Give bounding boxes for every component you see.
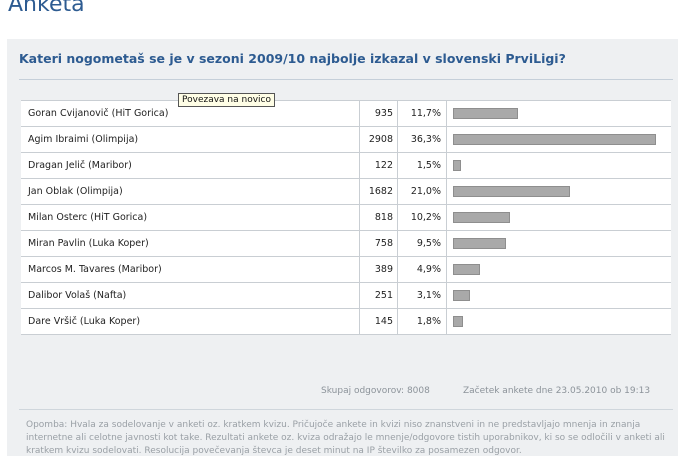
result-bar — [453, 212, 510, 223]
vote-percentage: 1,8% — [398, 309, 447, 334]
vote-count: 251 — [360, 283, 398, 308]
link-tooltip: Povezava na novico — [178, 93, 275, 107]
vote-count: 758 — [360, 231, 398, 256]
poll-panel: Kateri nogometaš se je v sezoni 2009/10 … — [7, 39, 678, 456]
result-row: Milan Osterc (HiT Gorica) 818 10,2% — [21, 205, 671, 231]
vote-percentage: 3,1% — [398, 283, 447, 308]
vote-count: 389 — [360, 257, 398, 282]
bar-cell — [447, 179, 671, 204]
result-row: Jan Oblak (Olimpija) 1682 21,0% — [21, 179, 671, 205]
player-name-link[interactable]: Marcos M. Tavares (Maribor) — [21, 257, 360, 282]
bar-cell — [447, 257, 671, 282]
result-bar — [453, 186, 570, 197]
disclaimer-note: Opomba: Hvala za sodelovanje v anketi oz… — [26, 420, 665, 456]
player-name-link[interactable]: Goran Cvijanovič (HiT Gorica) — [21, 101, 360, 126]
result-bar — [453, 160, 461, 171]
vote-percentage: 36,3% — [398, 127, 447, 152]
result-bar — [453, 108, 518, 119]
bar-cell — [447, 205, 671, 230]
vote-count: 935 — [360, 101, 398, 126]
result-bar — [453, 238, 506, 249]
result-bar — [453, 316, 463, 327]
vote-percentage: 11,7% — [398, 101, 447, 126]
vote-count: 818 — [360, 205, 398, 230]
result-row: Miran Pavlin (Luka Koper) 758 9,5% — [21, 231, 671, 257]
note-divider — [19, 409, 673, 410]
bar-cell — [447, 153, 671, 178]
vote-percentage: 10,2% — [398, 205, 447, 230]
result-bar — [453, 264, 480, 275]
bar-cell — [447, 127, 671, 152]
result-bar — [453, 290, 470, 301]
player-name-link[interactable]: Agim Ibraimi (Olimpija) — [21, 127, 360, 152]
vote-percentage: 21,0% — [398, 179, 447, 204]
bar-cell — [447, 101, 671, 126]
player-name-link[interactable]: Miran Pavlin (Luka Koper) — [21, 231, 360, 256]
player-name-link[interactable]: Dragan Jelič (Maribor) — [21, 153, 360, 178]
result-row: Agim Ibraimi (Olimpija) 2908 36,3% — [21, 127, 671, 153]
vote-count: 122 — [360, 153, 398, 178]
result-bar — [453, 134, 656, 145]
vote-percentage: 9,5% — [398, 231, 447, 256]
result-row: Dare Vršič (Luka Koper) 145 1,8% — [21, 309, 671, 335]
poll-start-date: Začetek ankete dne 23.05.2010 ob 19:13 — [463, 386, 651, 396]
total-votes: Skupaj odgovorov: 8008 — [321, 386, 430, 396]
player-name-link[interactable]: Milan Osterc (HiT Gorica) — [21, 205, 360, 230]
player-name-link[interactable]: Dalibor Volaš (Nafta) — [21, 283, 360, 308]
page-title: Anketa — [8, 0, 85, 17]
result-row: Dalibor Volaš (Nafta) 251 3,1% — [21, 283, 671, 309]
bar-cell — [447, 309, 671, 334]
player-name-link[interactable]: Jan Oblak (Olimpija) — [21, 179, 360, 204]
poll-question: Kateri nogometaš se je v sezoni 2009/10 … — [19, 51, 566, 66]
question-divider — [19, 79, 673, 80]
result-row: Dragan Jelič (Maribor) 122 1,5% — [21, 153, 671, 179]
vote-count: 1682 — [360, 179, 398, 204]
vote-count: 145 — [360, 309, 398, 334]
bar-cell — [447, 283, 671, 308]
bar-cell — [447, 231, 671, 256]
results-table: Goran Cvijanovič (HiT Gorica) 935 11,7% … — [21, 100, 671, 335]
vote-percentage: 1,5% — [398, 153, 447, 178]
vote-percentage: 4,9% — [398, 257, 447, 282]
vote-count: 2908 — [360, 127, 398, 152]
result-row: Marcos M. Tavares (Maribor) 389 4,9% — [21, 257, 671, 283]
result-row: Goran Cvijanovič (HiT Gorica) 935 11,7% — [21, 101, 671, 127]
player-name-link[interactable]: Dare Vršič (Luka Koper) — [21, 309, 360, 334]
